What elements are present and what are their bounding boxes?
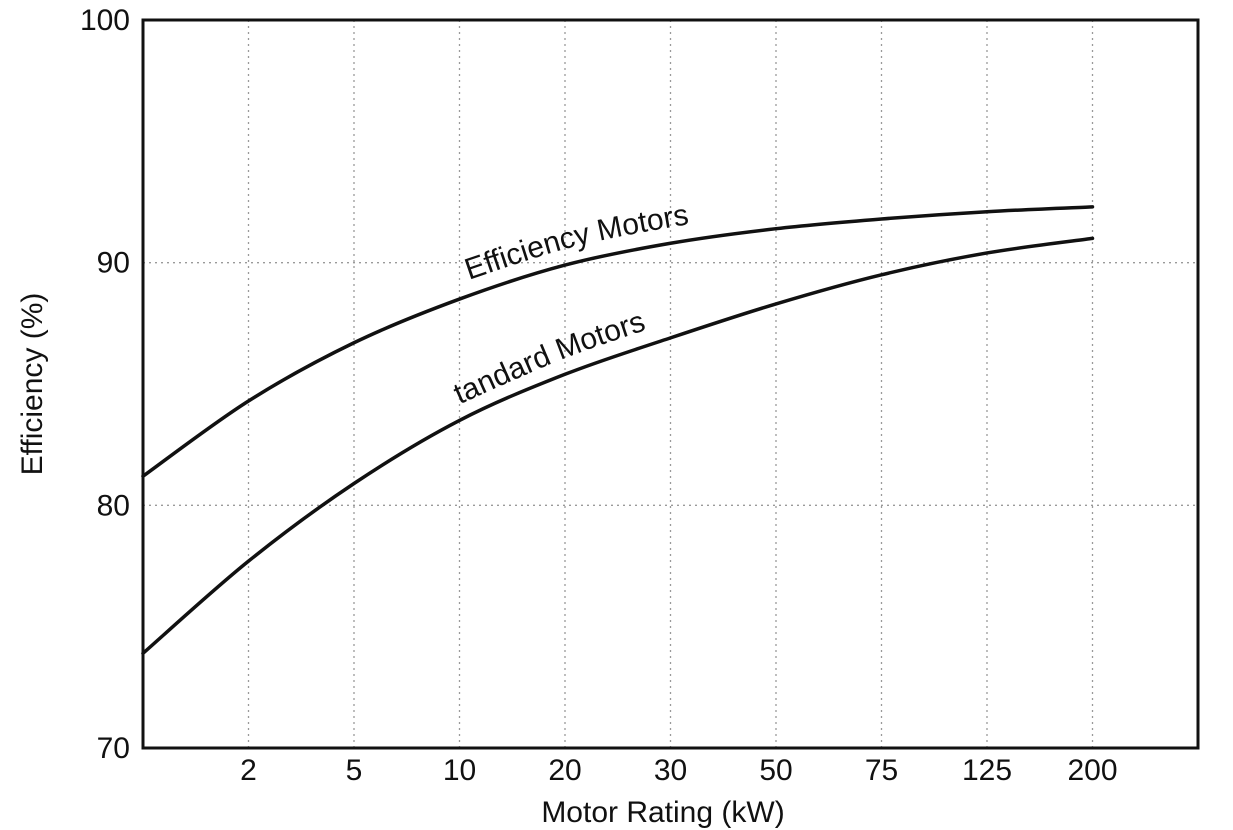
y-tick-label: 70 <box>97 732 130 765</box>
x-tick-label: 2 <box>240 754 257 787</box>
x-tick-label: 5 <box>346 754 363 787</box>
standard-motors-line <box>141 236 1095 656</box>
x-tick-label: 30 <box>654 754 687 787</box>
series-lines <box>141 205 1095 656</box>
x-tick-label: 10 <box>443 754 476 787</box>
x-tick-labels: 2 5 10 20 30 50 75 125 200 <box>240 754 1117 787</box>
x-axis-title: Motor Rating (kW) <box>541 796 784 829</box>
high-efficiency-motors-line <box>141 205 1095 478</box>
standard-motors-label: Standard Motors <box>0 0 649 411</box>
x-tick-label: 75 <box>865 754 898 787</box>
y-tick-label: 80 <box>97 489 130 522</box>
x-tick-label: 20 <box>548 754 581 787</box>
y-tick-labels: 70 80 90 100 <box>80 4 130 765</box>
series-labels: High Efficiency MotorsStandard Motors <box>0 0 691 411</box>
y-tick-label: 100 <box>80 4 130 37</box>
x-tick-label: 125 <box>962 754 1012 787</box>
y-axis-title: Efficiency (%) <box>16 293 49 476</box>
grid <box>143 20 1198 748</box>
x-tick-label: 50 <box>759 754 792 787</box>
y-tick-label: 90 <box>97 247 130 280</box>
plot-frame <box>141 18 1200 750</box>
x-tick-label: 200 <box>1067 754 1117 787</box>
